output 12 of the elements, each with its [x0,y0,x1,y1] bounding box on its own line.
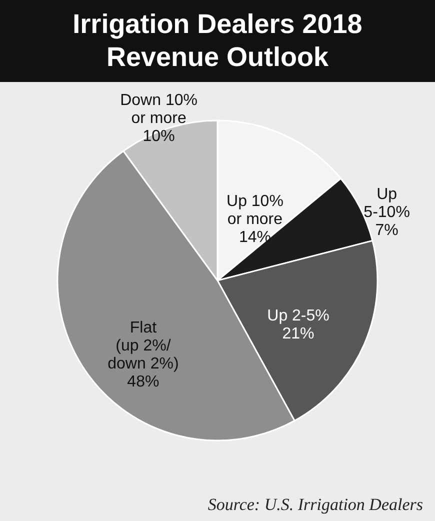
data-label: 14% [238,228,271,246]
data-label: 10% [142,128,175,145]
slice-label: Up 5-10% [364,186,410,222]
data-label: 48% [127,374,160,391]
source-note: Source: U.S. Irrigation Dealers [208,495,423,515]
data-label: 21% [282,325,314,342]
slice-label: Down 10% or more [120,92,198,127]
data-label: 7% [375,222,398,240]
slice-label: Up 10% or more [226,192,284,228]
slice-label: Flat (up 2%/ down 2%) [108,320,179,373]
chart-title: Irrigation Dealers 2018 Revenue Outlook [0,0,435,82]
slice-label: Up 2-5% [267,307,330,324]
